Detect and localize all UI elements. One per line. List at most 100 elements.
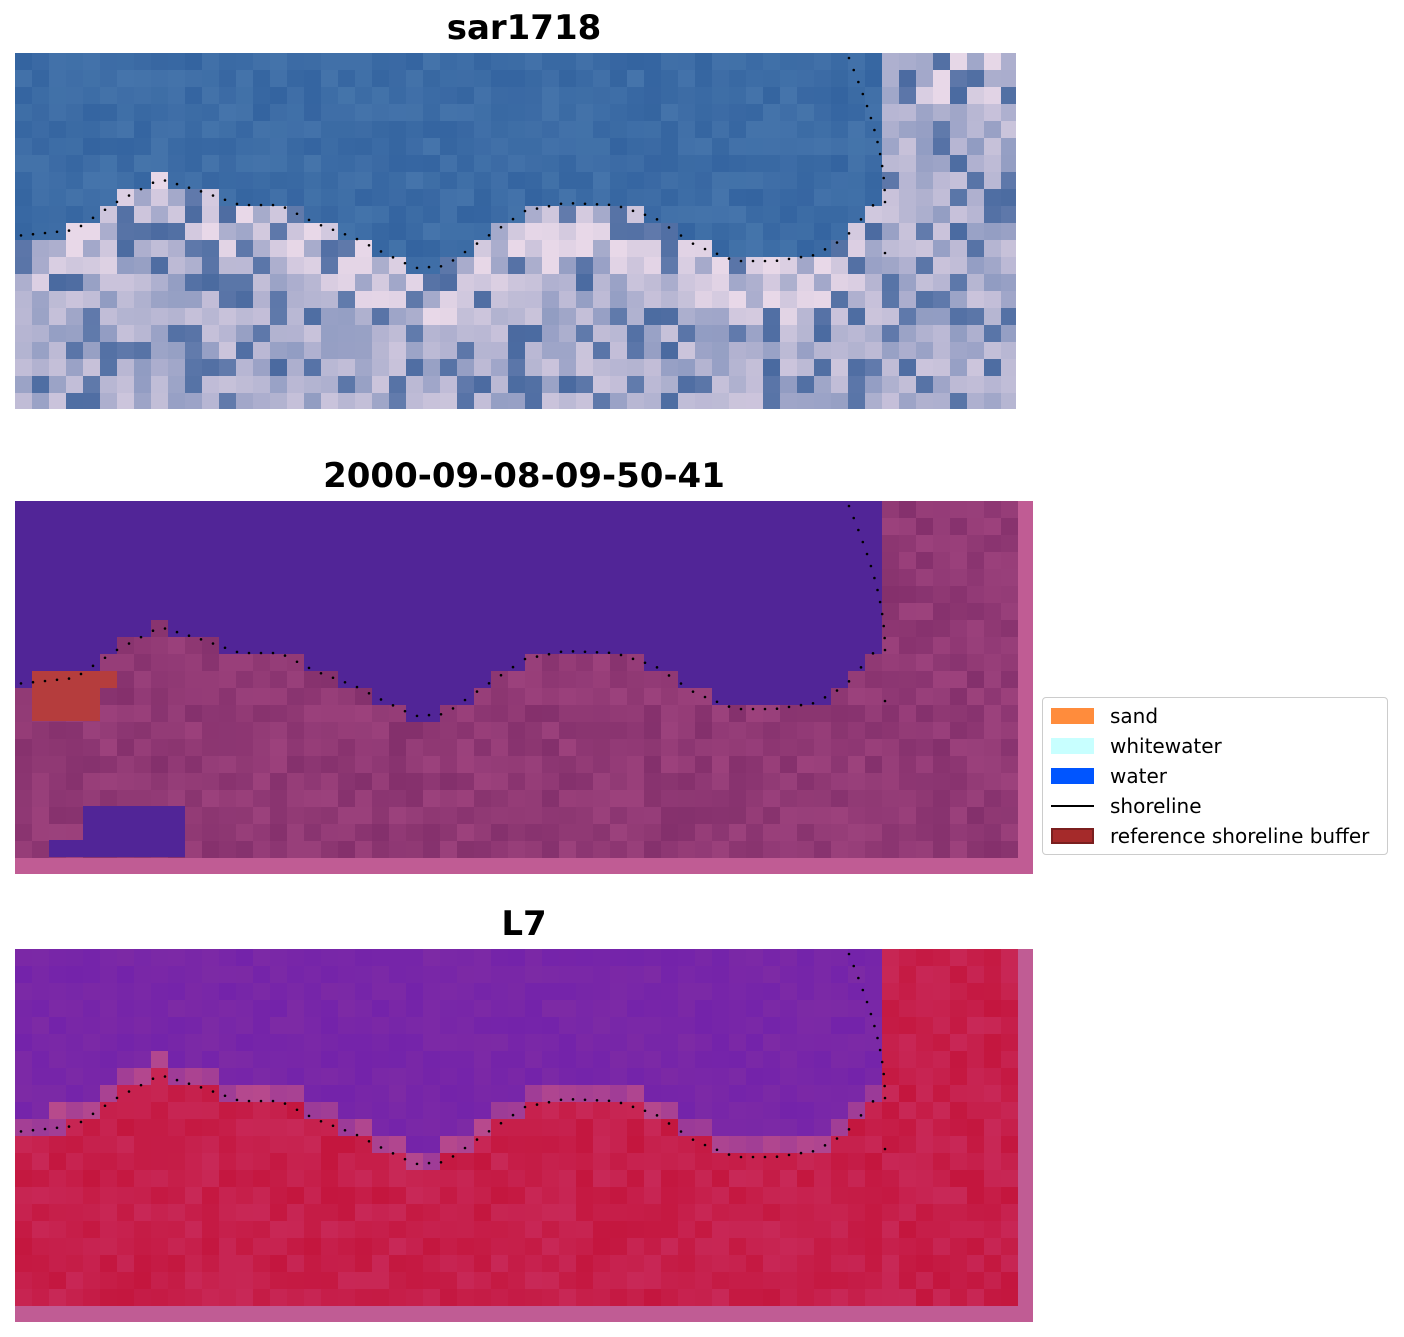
rgb-pixel [185,104,202,121]
class-pixel [202,739,219,756]
rgb-pixel [508,393,525,409]
ndwi-pixel [1001,1272,1018,1289]
shoreline-point [535,207,539,210]
class-pixel [338,501,355,518]
class-pixel [678,722,695,739]
class-pixel [984,501,1001,518]
class-pixel [695,671,712,688]
rgb-pixel [831,189,848,206]
rgb-pixel [15,121,32,138]
ndwi-pixel [185,1051,202,1068]
class-pixel [457,603,474,620]
rgb-pixel [236,257,253,274]
class-pixel [83,569,100,586]
class-pixel [185,705,202,722]
rgb-pixel [967,240,984,257]
ndwi-pixel [831,1136,848,1153]
ndwi-pixel [729,1068,746,1085]
class-pixel [423,705,440,722]
rgb-pixel [355,121,372,138]
ndwi-pixel [338,1238,355,1255]
rgb-pixel [185,359,202,376]
rgb-pixel [984,359,1001,376]
class-pixel [882,739,899,756]
ndwi-pixel [797,1085,814,1102]
rgb-pixel [321,70,338,87]
class-pixel [474,722,491,739]
rgb-pixel [882,240,899,257]
class-pixel [746,773,763,790]
class-pixel [882,637,899,654]
rgb-pixel [338,138,355,155]
rgb-pixel [729,206,746,223]
class-pixel [321,688,338,705]
ndwi-pixel [491,1119,508,1136]
class-pixel [746,688,763,705]
class-pixel [508,773,525,790]
rgb-pixel [1001,257,1016,274]
class-pixel [644,535,661,552]
class-pixel [355,756,372,773]
rgb-pixel [576,308,593,325]
rgb-pixel [236,342,253,359]
rgb-pixel [457,70,474,87]
class-pixel [474,688,491,705]
ndwi-pixel [729,1102,746,1119]
rgb-pixel [15,172,32,189]
ndwi-pixel [49,966,66,983]
ndwi-pixel [100,1170,117,1187]
ndwi-pixel [32,1051,49,1068]
class-pixel [270,739,287,756]
ndwi-pixel [117,1068,134,1085]
rgb-pixel [525,87,542,104]
class-pixel [576,552,593,569]
class-pixel [202,654,219,671]
class-pixel [236,501,253,518]
shoreline-point [463,250,467,254]
class-pixel [644,518,661,535]
rgb-pixel [916,223,933,240]
class-pixel [814,603,831,620]
rgb-pixel [661,70,678,87]
class-pixel [933,756,950,773]
ndwi-pixel [763,1204,780,1221]
rgb-pixel [525,223,542,240]
shoreline-point [882,176,886,180]
rgb-pixel [372,172,389,189]
ndwi-pixel [474,1289,491,1306]
shoreline-point [631,209,635,213]
ndwi-pixel [32,1119,49,1136]
rgb-pixel [712,87,729,104]
ndwi-pixel [49,1289,66,1306]
ndwi-pixel [797,1136,814,1153]
ndwi-pixel [219,1204,236,1221]
ndwi-pixel [355,1034,372,1051]
rgb-pixel [576,325,593,342]
ndwi-pixel [304,1034,321,1051]
rgb-pixel [338,240,355,257]
ndwi-pixel [287,1136,304,1153]
rgb-pixel [525,121,542,138]
ndwi-pixel [219,1000,236,1017]
ndwi-pixel [916,1272,933,1289]
shoreline-point [235,1098,239,1102]
rgb-pixel [678,342,695,359]
class-pixel [338,688,355,705]
ndwi-pixel [168,1238,185,1255]
class-pixel [950,841,967,858]
class-pixel [83,501,100,518]
class-pixel [287,535,304,552]
ndwi-pixel [797,1017,814,1034]
class-pixel [967,535,984,552]
class-pixel [678,586,695,603]
shoreline-point [876,1036,879,1040]
rgb-pixel [355,325,372,342]
shoreline-point [31,1128,35,1132]
ndwi-pixel [950,1153,967,1170]
class-pixel [984,722,1001,739]
class-pixel [933,790,950,807]
rgb-pixel [372,104,389,121]
ndwi-pixel [678,1068,695,1085]
ndwi-pixel [831,1051,848,1068]
ndwi-pixel [15,1238,32,1255]
